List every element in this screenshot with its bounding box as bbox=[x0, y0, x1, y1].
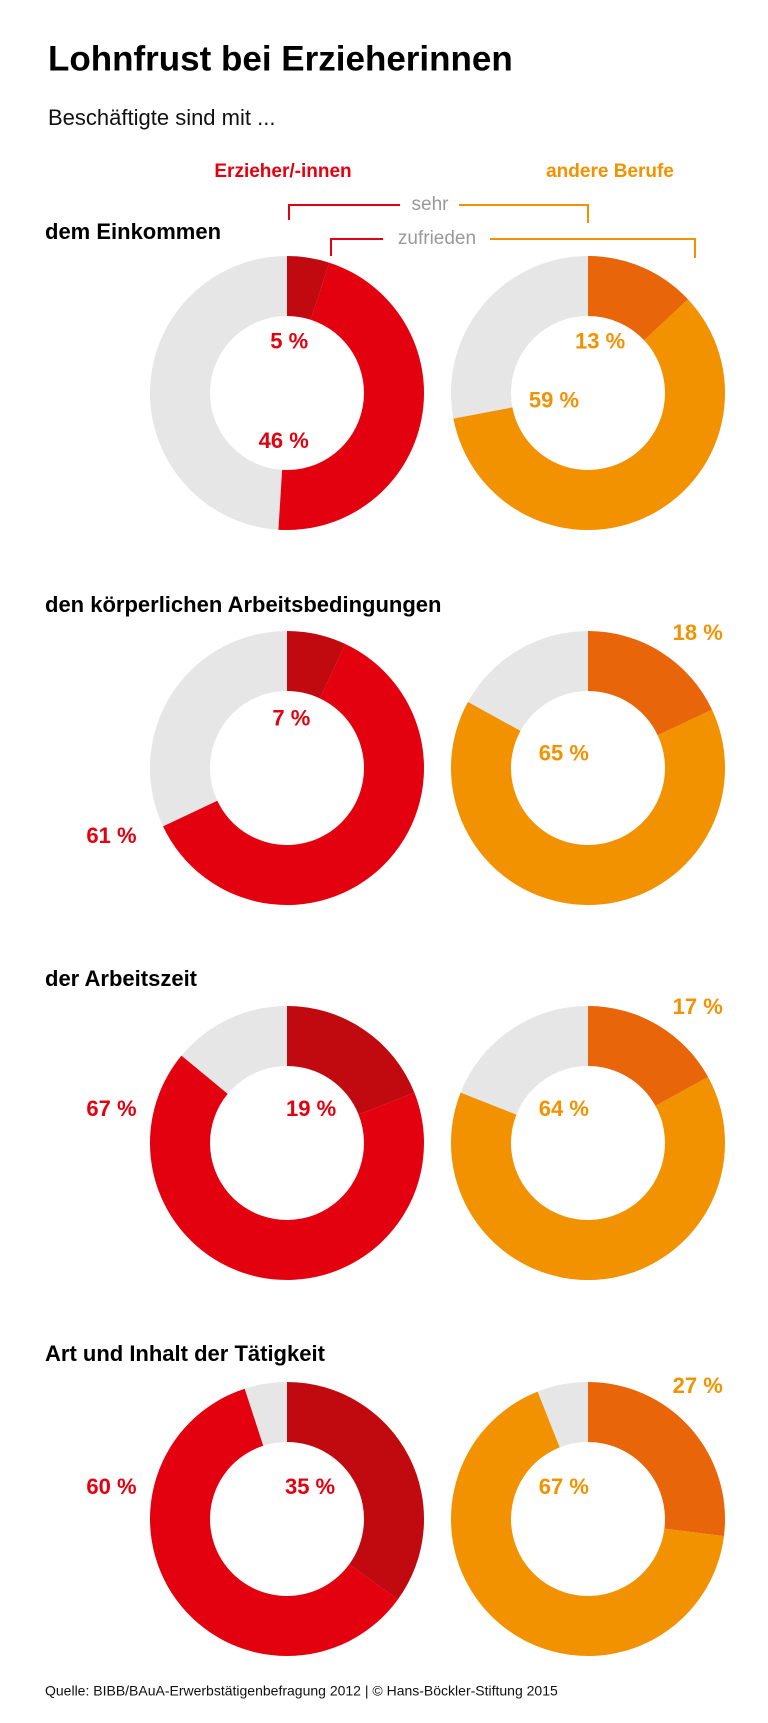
value-label: 46 % bbox=[259, 428, 309, 453]
legend-entry: andere Berufe bbox=[546, 161, 674, 182]
donut-segment bbox=[450, 1076, 725, 1280]
bracket bbox=[459, 204, 589, 223]
donut-segment bbox=[163, 644, 424, 905]
donut-segment bbox=[588, 631, 712, 736]
donut-segment bbox=[588, 1382, 725, 1537]
section-title: dem Einkommen bbox=[45, 219, 221, 244]
donut-segment bbox=[150, 1388, 398, 1656]
title: Lohnfrust bei Erzieherinnen bbox=[48, 39, 513, 78]
donut-segment bbox=[588, 256, 688, 341]
donut-segment bbox=[287, 1382, 425, 1600]
source: Quelle: BIBB/BAuA-Erwerbstätigenbefragun… bbox=[45, 1683, 558, 1699]
value-label: 5 % bbox=[270, 328, 308, 353]
value-label: 67 % bbox=[539, 1474, 589, 1499]
value-label: 13 % bbox=[575, 328, 625, 353]
section-title: der Arbeitszeit bbox=[45, 966, 198, 991]
bracket bbox=[330, 238, 383, 256]
value-label: 67 % bbox=[86, 1096, 136, 1121]
section-title: Art und Inhalt der Tätigkeit bbox=[45, 1341, 326, 1366]
donut-segment bbox=[150, 1055, 425, 1281]
value-label: 7 % bbox=[272, 706, 310, 731]
legend-entry: Erzieher/-innen bbox=[214, 161, 351, 182]
value-label: 18 % bbox=[673, 620, 723, 645]
value-label: 64 % bbox=[539, 1096, 589, 1121]
subtitle: Beschäftigte sind mit ... bbox=[48, 105, 275, 130]
donut-segment bbox=[588, 1006, 709, 1106]
value-label: 17 % bbox=[673, 994, 723, 1019]
bracket bbox=[288, 204, 400, 220]
donut-segment bbox=[453, 299, 725, 530]
value-label: 65 % bbox=[539, 741, 589, 766]
value-label: 60 % bbox=[86, 1474, 136, 1499]
donut-segment bbox=[287, 256, 330, 320]
donut-segment bbox=[451, 701, 725, 905]
section-title: den körperlichen Arbeitsbedingungen bbox=[45, 592, 441, 617]
value-label: 19 % bbox=[286, 1096, 336, 1121]
value-label: 35 % bbox=[285, 1474, 335, 1499]
legend-brackets bbox=[288, 204, 696, 258]
legend-category: sehr bbox=[412, 194, 450, 215]
value-label: 27 % bbox=[673, 1373, 723, 1398]
donut-segment bbox=[451, 1391, 724, 1656]
donut-segment bbox=[287, 631, 346, 699]
legend-category: zufrieden bbox=[398, 228, 476, 249]
value-label: 61 % bbox=[86, 823, 136, 848]
value-label: 59 % bbox=[529, 388, 579, 413]
donut-segment bbox=[278, 262, 424, 531]
bracket bbox=[490, 238, 696, 258]
donut-segment bbox=[287, 1006, 415, 1115]
